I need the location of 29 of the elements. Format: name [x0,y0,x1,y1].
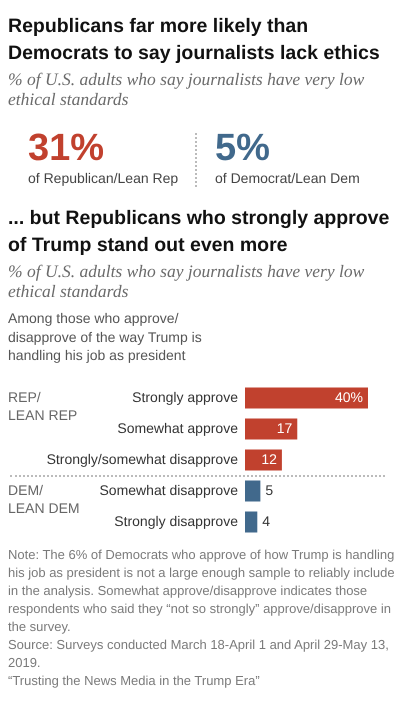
chart-subtitle: % of U.S. adults who say journalists have very low ethical standards [8,261,366,302]
bar [245,450,282,471]
y-tick-label: Somewhat approve [117,420,238,436]
text: of Republican/Lean Rep [28,168,178,186]
bar [245,418,298,440]
data-label: 4 [262,513,270,530]
data-label: 40% [334,389,363,406]
text: of Democrat/Lean Dem [215,168,360,186]
source-note: Source: Surveys conducted March 18-April 1 and April 29-May 13, 2019. [8,636,390,672]
text: REP/ LEAN REP [8,389,78,424]
text: 31% [28,126,106,168]
text: % of U.S. adults who say journalists have very low ethical standards [8,69,366,109]
data-label: 12 [261,451,278,468]
y-tick-label: Strongly/somewhat disapprove [46,451,238,468]
bar [245,480,260,502]
text: Note: The 6% of Democrats who approve of how Trump is handling his job as president is not a large enough sample to reliably include in the analysis. Somewhat approve/disapprove indicates those respondents who said they “not so strongly” approve/disapprove in the survey. [8,546,396,636]
y-axis-title: Among those who approve/disapprove of the way Trump is handling his job as president [8,309,203,365]
data-label: 17 [276,420,292,436]
y-tick-label: Strongly approve [132,389,238,406]
text: DEM/ LEAN DEM [8,482,80,516]
chart-title: ... but Republicans who strongly approve of Trump stand out even more [8,206,390,258]
y-tick-label: Strongly disapprove [114,513,238,530]
text: “Trusting the News Media in the Trump Era” [8,672,261,690]
bar [245,388,368,409]
text: Republicans far more likely than Democrats to say journalists lack ethics [8,14,381,66]
data-label: 5 [265,482,274,498]
y-tick-label: Somewhat disapprove [99,482,238,498]
text: 5% [215,126,271,168]
bar [245,512,258,533]
